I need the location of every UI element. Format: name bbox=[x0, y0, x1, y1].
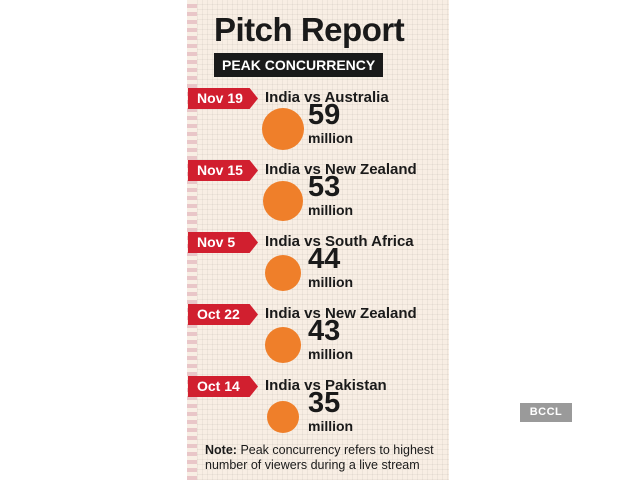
value-bubble bbox=[265, 327, 301, 363]
footnote-label: Note: bbox=[205, 443, 237, 457]
unit-label: million bbox=[308, 274, 354, 290]
infographic-card bbox=[187, 0, 449, 480]
chart-title: Pitch Report bbox=[214, 11, 405, 48]
chart-entry: Oct 14 India vs Pakistan 35 million bbox=[188, 376, 450, 448]
footnote-text: Peak concurrency refers to highest numbe… bbox=[205, 443, 434, 472]
value-label: 35 bbox=[308, 387, 341, 419]
date-tag: Nov 5 bbox=[188, 232, 258, 253]
value-bubble bbox=[263, 181, 303, 221]
value-bubble bbox=[264, 254, 302, 292]
chart-entry: Nov 19 India vs Australia 59 million bbox=[188, 88, 450, 160]
match-label: India vs South Africa bbox=[265, 233, 414, 250]
value-bubble bbox=[266, 400, 300, 434]
date-tag: Nov 15 bbox=[188, 160, 258, 181]
chart-entry: Nov 15 India vs New Zealand 53 million bbox=[188, 160, 450, 232]
match-label: India vs New Zealand bbox=[265, 161, 417, 178]
unit-label: million bbox=[308, 202, 354, 218]
unit-label: million bbox=[308, 346, 354, 362]
value-label: 43 bbox=[308, 315, 341, 347]
value-label: 44 bbox=[308, 243, 341, 275]
value-label: 59 bbox=[308, 99, 341, 131]
match-label: India vs Pakistan bbox=[265, 377, 387, 394]
chart-subtitle: PEAK CONCURRENCY bbox=[214, 53, 384, 77]
date-tag: Nov 19 bbox=[188, 88, 258, 109]
value-bubble bbox=[262, 108, 304, 150]
match-label: India vs Australia bbox=[265, 89, 389, 106]
unit-label: million bbox=[308, 418, 354, 434]
chart-entry: Nov 5 India vs South Africa 44 million bbox=[188, 232, 450, 304]
footnote: Note: Peak concurrency refers to highest… bbox=[205, 443, 445, 473]
date-tag: Oct 14 bbox=[188, 376, 258, 397]
date-tag: Oct 22 bbox=[188, 304, 258, 325]
unit-label: million bbox=[308, 130, 354, 146]
match-label: India vs New Zealand bbox=[265, 305, 417, 322]
value-label: 53 bbox=[308, 171, 341, 203]
chart-entry: Oct 22 India vs New Zealand 43 million bbox=[188, 304, 450, 376]
publisher-watermark: BCCL bbox=[520, 403, 572, 422]
